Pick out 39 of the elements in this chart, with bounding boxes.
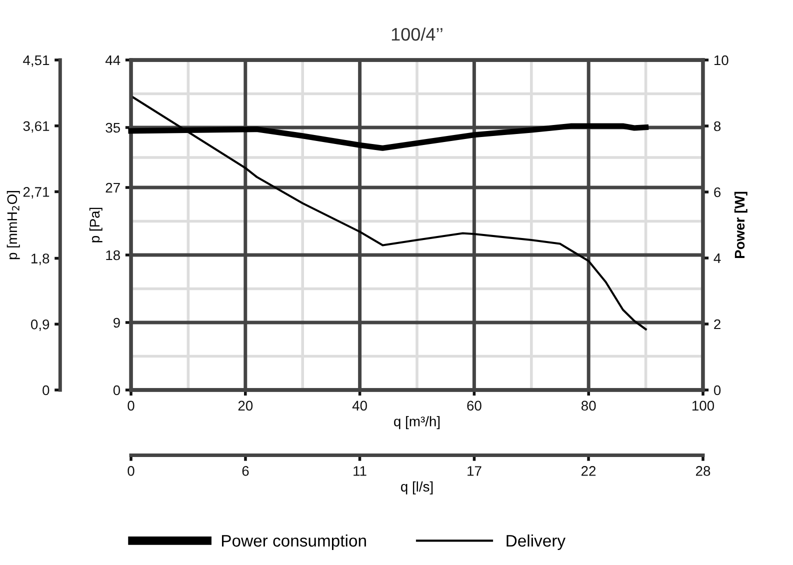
y3-tick-label: 0,9 — [30, 319, 50, 331]
y-axis-title: p [Pa] — [89, 208, 102, 242]
line-series — [130, 94, 647, 330]
y-tick-label: 44 — [105, 55, 120, 66]
y3-tick-label: 4,51 — [23, 55, 50, 67]
y2-tick-label: 0 — [714, 385, 721, 396]
x-tick-label: 100 — [692, 400, 714, 411]
x-axis-title: q [m³/h] — [394, 416, 440, 430]
x2-tick-label: 28 — [696, 466, 710, 476]
chart-title: 100/4’’ — [392, 27, 442, 41]
y2-tick-label: 4 — [714, 253, 721, 264]
y3-tick-label: 3,61 — [23, 121, 50, 133]
y3-tick-label: 2,71 — [23, 187, 50, 199]
y2-axis-title: Power [W] — [734, 192, 748, 258]
x-tick-label: 0 — [128, 400, 134, 411]
x2-axis-title: q [l/s] — [400, 481, 433, 494]
x2-tick-label: 17 — [468, 466, 482, 476]
y-tick-label: 9 — [114, 318, 120, 328]
x-tick-label: 60 — [467, 400, 482, 411]
y-tick-label: 18 — [106, 250, 120, 260]
y-tick-label: 35 — [106, 122, 120, 133]
y3-axis-title: p [mmH$_{2}$O] — [6, 191, 20, 260]
x2-tick-label: 11 — [354, 466, 366, 476]
x2-tick-label: 22 — [581, 466, 596, 476]
y3-tick-label: 1,8 — [32, 254, 50, 266]
legend-label: Delivery — [506, 534, 566, 550]
y2-tick-label: 2 — [714, 319, 720, 330]
y3-tick-label: 0 — [42, 385, 50, 396]
y2-tick-label: 10 — [714, 55, 728, 66]
x2-tick-label: 6 — [242, 466, 249, 476]
legend-label: Power consumption — [222, 534, 366, 550]
x2-tick-label: 0 — [128, 466, 134, 476]
y2-tick-label: 8 — [714, 121, 721, 132]
x-tick-label: 80 — [581, 400, 596, 411]
y-tick-label: 27 — [106, 182, 120, 193]
y2-tick-label: 6 — [714, 187, 721, 198]
y-tick-label: 0 — [113, 385, 120, 396]
x-tick-label: 20 — [238, 400, 253, 411]
x-tick-label: 40 — [352, 400, 367, 411]
